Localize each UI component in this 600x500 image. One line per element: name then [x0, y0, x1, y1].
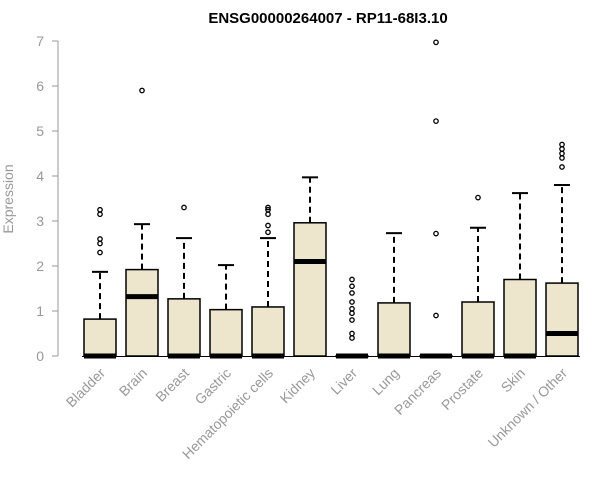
outlier-6-5: [349, 299, 355, 305]
y-tick-label-2: 2: [36, 258, 44, 274]
box-10: [503, 192, 537, 359]
outlier-6-6: [349, 290, 355, 296]
outlier-0-0: [97, 249, 103, 256]
y-tick-label-1: 1: [36, 303, 44, 319]
outlier-2-0: [181, 204, 187, 211]
box-rect-4: [251, 306, 285, 357]
box-8: [419, 39, 453, 359]
outlier-11-4: [559, 141, 565, 148]
x-tick-label-11: Unknown / Other: [485, 365, 571, 451]
outlier-9-0: [475, 194, 481, 201]
outlier-0-2: [97, 236, 103, 242]
outlier-6-4: [349, 305, 355, 312]
box-series: [82, 39, 580, 359]
outlier-6-3: [349, 310, 355, 317]
outlier-8-3: [433, 39, 439, 46]
box-rect-0: [83, 318, 117, 357]
box-5: [293, 176, 327, 357]
outlier-6-0: [349, 335, 355, 341]
box-rect-9: [461, 301, 495, 357]
box-rect-5: [293, 222, 327, 357]
box-9: [461, 194, 495, 359]
box-7: [377, 232, 411, 359]
y-tick-label-6: 6: [36, 78, 44, 94]
outlier-11-1: [559, 155, 565, 161]
box-0: [83, 206, 117, 359]
box-rect-10: [503, 278, 537, 357]
outlier-4-2: [265, 211, 271, 218]
x-tick-label-0: Bladder: [63, 365, 109, 411]
x-tick-label-2: Breast: [152, 365, 192, 405]
box-rect-3: [209, 308, 243, 357]
outlier-0-4: [97, 206, 103, 213]
x-tick-label-7: Lung: [369, 365, 402, 398]
box-11: [545, 141, 579, 357]
outlier-6-1: [349, 330, 355, 337]
outlier-0-1: [97, 240, 103, 247]
box-rect-1: [125, 268, 159, 357]
x-tick-label-5: Kidney: [277, 365, 319, 407]
chart-title: ENSG00000264007 - RP11-68I3.10: [208, 10, 447, 27]
y-tick-label-5: 5: [36, 123, 44, 139]
box-3: [209, 264, 243, 359]
box-1: [125, 87, 159, 357]
x-tick-label-1: Brain: [116, 365, 150, 399]
outlier-6-7: [349, 283, 355, 290]
outlier-8-1: [433, 230, 439, 237]
y-tick-label-4: 4: [36, 168, 44, 184]
outlier-11-2: [559, 150, 565, 157]
outlier-4-4: [265, 204, 271, 211]
y-axis: 0 1 2 3 4 5 6 7: [36, 33, 59, 364]
outlier-8-0: [433, 312, 439, 319]
y-axis-label: Expression: [0, 164, 16, 233]
outlier-6-8: [349, 276, 355, 283]
box-rect-11: [545, 282, 579, 357]
y-tick-label-3: 3: [36, 213, 44, 229]
outlier-11-0: [559, 164, 565, 170]
x-tick-label-8: Pancreas: [391, 365, 444, 418]
x-tick-label-6: Liver: [327, 365, 360, 398]
box-rect-2: [167, 298, 201, 357]
outlier-6-2: [349, 317, 355, 323]
outlier-8-2: [433, 118, 439, 124]
box-rect-7: [377, 302, 411, 357]
box-6: [335, 276, 369, 359]
outlier-0-3: [97, 211, 103, 218]
box-2: [167, 204, 201, 359]
outlier-1-0: [139, 87, 145, 94]
x-tick-label-9: Prostate: [438, 365, 486, 413]
box-4: [251, 204, 285, 359]
outlier-4-0: [265, 229, 271, 236]
y-tick-label-0: 0: [36, 348, 44, 364]
x-tick-label-10: Skin: [498, 365, 529, 396]
outlier-11-3: [559, 146, 565, 152]
outlier-4-3: [265, 206, 271, 213]
outlier-4-1: [265, 222, 271, 229]
y-tick-label-7: 7: [36, 33, 44, 49]
